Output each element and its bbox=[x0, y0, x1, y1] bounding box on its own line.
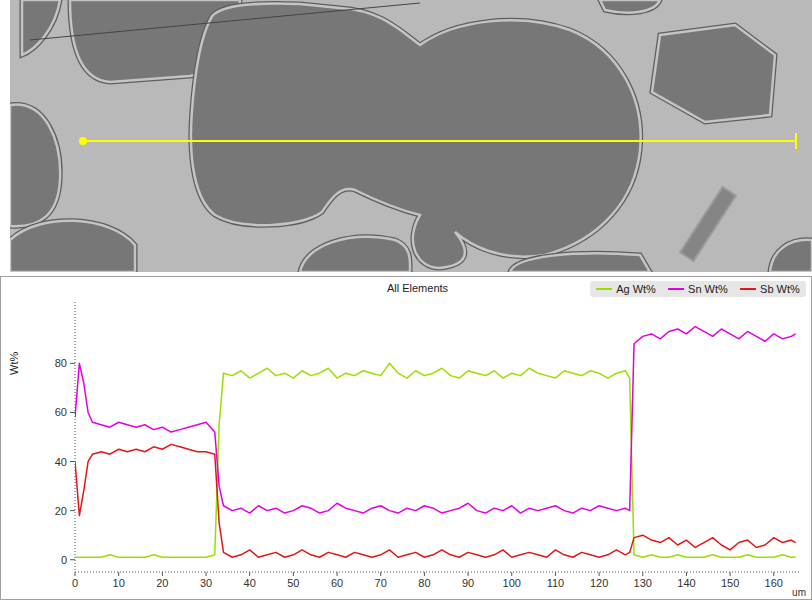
y-tick-label: 80 bbox=[55, 357, 67, 369]
chart-frame bbox=[1, 277, 812, 600]
y-tick-label: 40 bbox=[55, 456, 67, 468]
legend-label: Sb Wt% bbox=[760, 283, 800, 295]
grain bbox=[300, 237, 410, 272]
x-tick-label: 10 bbox=[113, 577, 125, 589]
x-tick-label: 80 bbox=[418, 577, 430, 589]
grain-edge bbox=[770, 240, 812, 272]
page: All Elements Wt% 0 20 40 60 80 0 10 20 30 40 50 60 70 8… bbox=[0, 0, 812, 600]
grain bbox=[510, 253, 650, 272]
grain bbox=[770, 240, 812, 272]
y-tick-label: 0 bbox=[61, 554, 67, 566]
x-tick-label: 70 bbox=[375, 577, 387, 589]
legend-swatch bbox=[668, 288, 684, 290]
x-tick bbox=[206, 572, 207, 576]
series-line bbox=[75, 444, 796, 557]
x-tick bbox=[555, 572, 556, 576]
x-tick-label: 50 bbox=[287, 577, 299, 589]
scan-end bbox=[795, 133, 797, 149]
x-tick bbox=[75, 572, 76, 576]
series-line bbox=[75, 327, 796, 514]
x-tick-label: 90 bbox=[462, 577, 474, 589]
grain-edge bbox=[600, 0, 660, 13]
scan-start bbox=[79, 137, 87, 145]
scratch bbox=[30, 3, 420, 40]
grain-edge bbox=[300, 237, 410, 272]
x-tick-label: 0 bbox=[72, 577, 78, 589]
chart-title: All Elements bbox=[387, 282, 449, 294]
grain-edge bbox=[652, 25, 775, 122]
grain-edge bbox=[510, 253, 650, 272]
grain bbox=[10, 105, 60, 227]
x-tick bbox=[511, 572, 512, 576]
legend-label: Ag Wt% bbox=[616, 283, 656, 295]
y-tick bbox=[70, 412, 75, 413]
legend-box bbox=[590, 281, 806, 297]
grain bbox=[600, 0, 660, 13]
x-tick bbox=[686, 572, 687, 576]
y-tick-label: 60 bbox=[55, 406, 67, 418]
x-tick-label: 40 bbox=[244, 577, 256, 589]
x-tick-label: 130 bbox=[634, 577, 652, 589]
needle-phase bbox=[680, 187, 736, 261]
grain-edge bbox=[10, 221, 135, 272]
y-tick bbox=[70, 510, 75, 511]
grain-edge bbox=[10, 105, 60, 227]
x-tick-label: 160 bbox=[765, 577, 783, 589]
grain bbox=[10, 221, 135, 272]
x-tick-label: 60 bbox=[331, 577, 343, 589]
x-tick-label: 30 bbox=[200, 577, 212, 589]
x-tick bbox=[293, 572, 294, 576]
x-tick bbox=[468, 572, 469, 576]
x-tick-label: 140 bbox=[677, 577, 695, 589]
x-tick bbox=[337, 572, 338, 576]
grain bbox=[191, 3, 641, 268]
micrograph bbox=[10, 0, 812, 272]
plot-area bbox=[75, 327, 796, 558]
x-tick bbox=[162, 572, 163, 576]
x-tick-label: 110 bbox=[547, 577, 565, 589]
legend-swatch bbox=[740, 288, 756, 290]
y-axis-title: Wt% bbox=[8, 352, 20, 375]
x-tick bbox=[424, 572, 425, 576]
grain bbox=[652, 25, 775, 122]
x-tick-label: 120 bbox=[590, 577, 608, 589]
x-axis-line bbox=[75, 572, 800, 573]
x-axis-title: um bbox=[792, 587, 806, 598]
x-tick bbox=[773, 572, 774, 576]
x-tick bbox=[118, 572, 119, 576]
grain bbox=[22, 0, 60, 55]
x-tick-label: 150 bbox=[721, 577, 739, 589]
x-tick-label: 20 bbox=[156, 577, 168, 589]
y-axis-line bbox=[75, 302, 76, 572]
x-tick bbox=[730, 572, 731, 576]
x-tick bbox=[642, 572, 643, 576]
y-tick bbox=[70, 363, 75, 364]
x-tick-label: 100 bbox=[503, 577, 521, 589]
legend: Ag Wt% Sn Wt% Sb Wt% bbox=[590, 281, 806, 297]
legend-swatch bbox=[596, 288, 612, 290]
legend-label: Sn Wt% bbox=[688, 283, 728, 295]
y-tick bbox=[70, 461, 75, 462]
grain-edge bbox=[22, 0, 60, 55]
y-tick-label: 20 bbox=[55, 505, 67, 517]
x-tick bbox=[249, 572, 250, 576]
matrix bbox=[10, 0, 812, 272]
grain-edge bbox=[191, 3, 641, 268]
y-tick bbox=[70, 559, 75, 560]
series-line bbox=[75, 363, 796, 557]
x-tick bbox=[599, 572, 600, 576]
scan-line bbox=[83, 140, 796, 142]
x-tick bbox=[380, 572, 381, 576]
